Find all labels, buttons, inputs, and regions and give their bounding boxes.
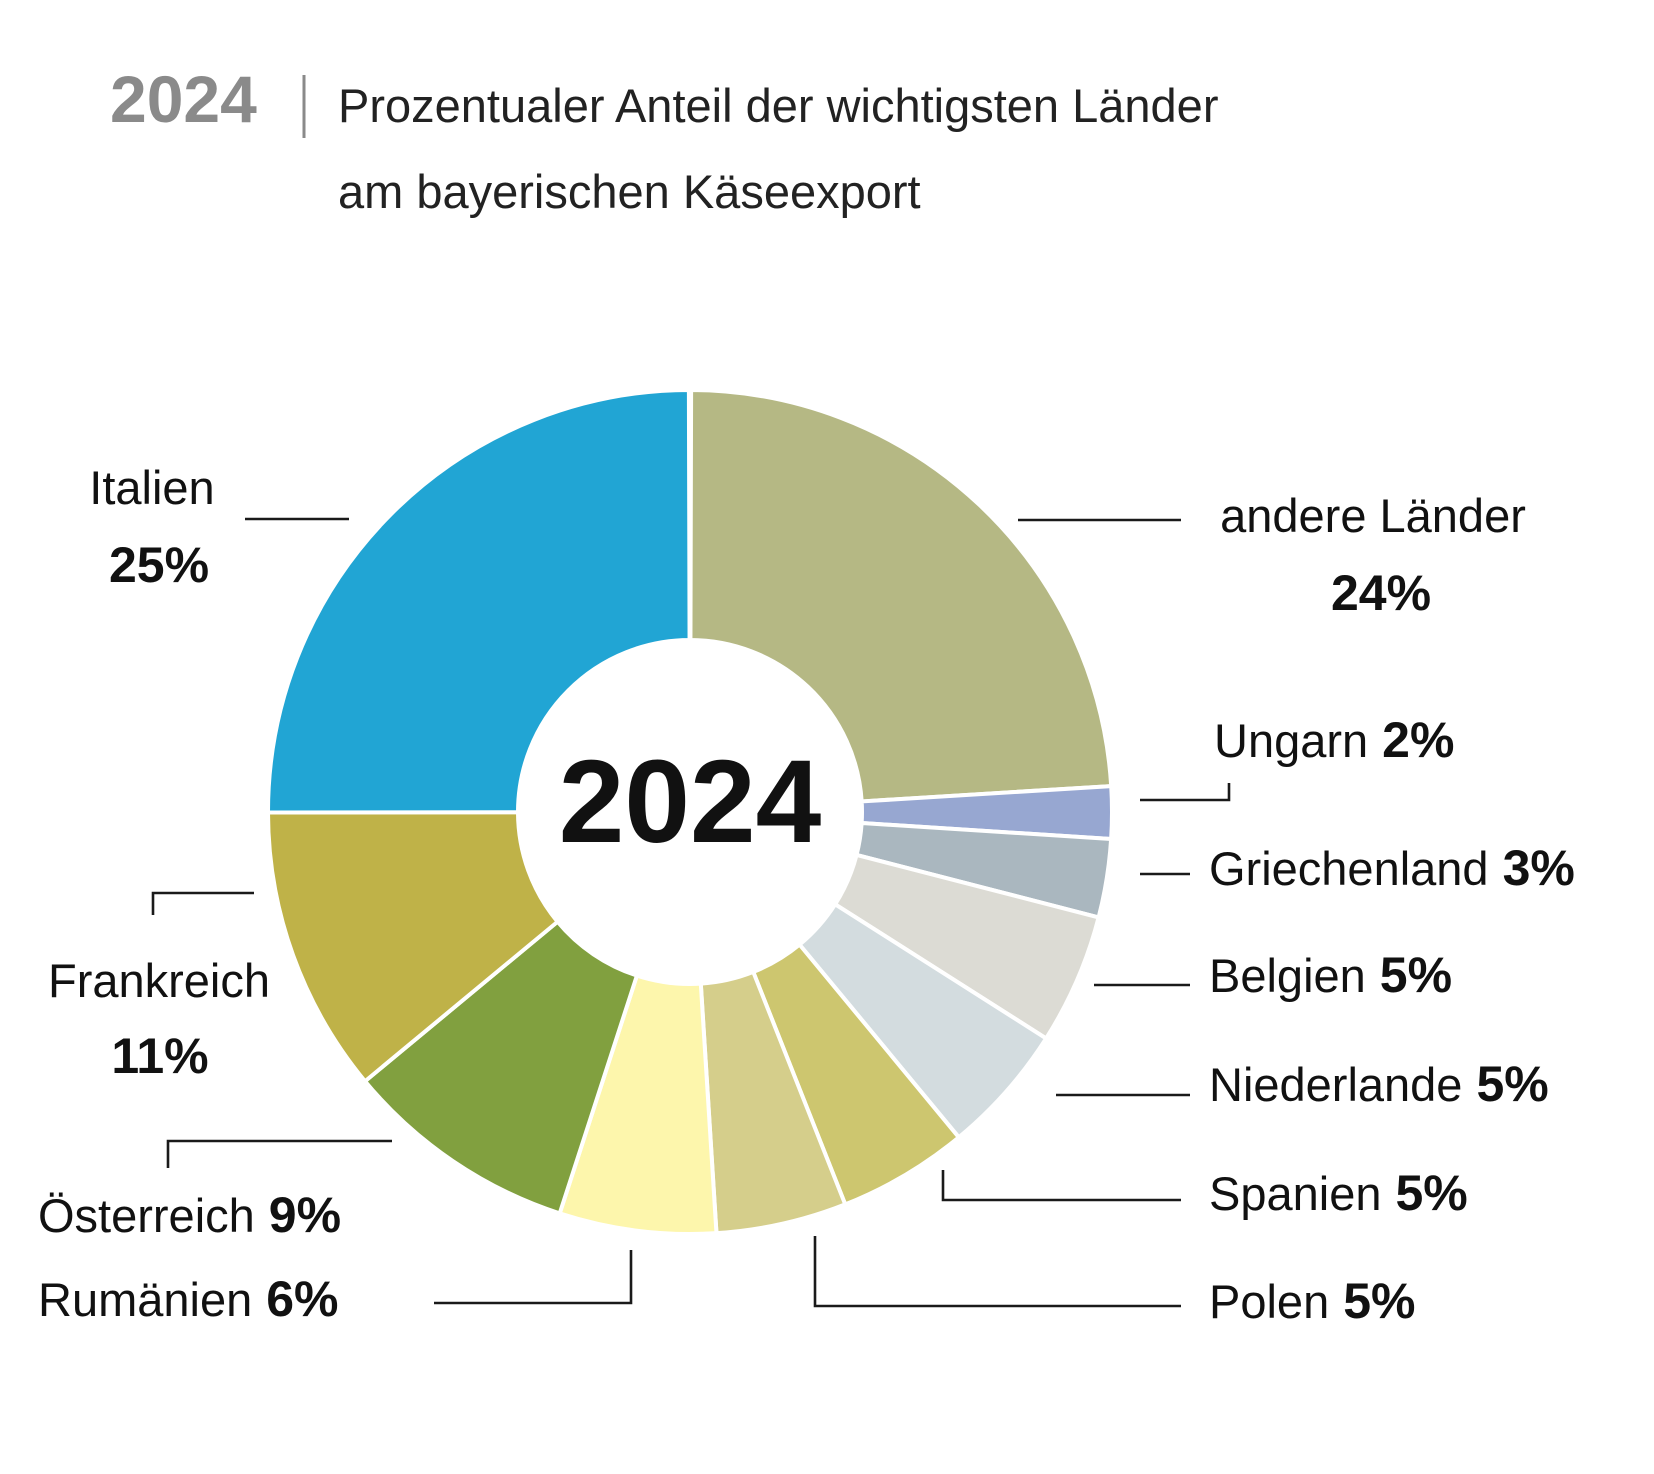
slice-labels: andere Länder 24% Ungarn 2% Griechenland 3… — [38, 461, 1575, 1329]
slice-label-belgien: Belgien — [1209, 949, 1366, 1002]
slice-label-row-belgien: Belgien 5% — [1209, 947, 1452, 1003]
slice-value-rumaenien: 6% — [266, 1271, 338, 1327]
slice-value-niederlande: 5% — [1476, 1056, 1548, 1112]
slice-value-andere-laender: 24% — [1331, 565, 1431, 621]
leader-line-frankreich — [151, 891, 254, 915]
slice-label-row-spanien: Spanien 5% — [1209, 1165, 1468, 1221]
slice-label-row-polen: Polen 5% — [1209, 1273, 1415, 1329]
slice-value-griechenland: 3% — [1503, 840, 1575, 896]
slice-value-oesterreich: 9% — [269, 1187, 341, 1243]
slice-label-frankreich: Frankreich — [48, 954, 270, 1007]
slice-label-row-oesterreich: Österreich 9% — [38, 1187, 341, 1243]
leader-line-ungarn — [1140, 783, 1231, 802]
slice-oesterreich — [363, 919, 639, 1216]
slice-label-italien: Italien — [89, 461, 214, 514]
slice-andere-laender — [688, 388, 1114, 804]
leader-lines — [151, 517, 1231, 1308]
header-title-line-1: Prozentualer Anteil der wichtigsten Länd… — [338, 79, 1218, 132]
slice-value-spanien: 5% — [1396, 1165, 1468, 1221]
center-year-label: 2024 — [559, 736, 822, 868]
slice-label-row-griechenland: Griechenland 3% — [1209, 840, 1575, 896]
slice-label-polen: Polen — [1209, 1275, 1329, 1328]
slice-label-andere-laender: andere Länder — [1220, 489, 1526, 542]
slice-label-rumaenien: Rumänien — [38, 1273, 252, 1326]
slice-label-row-niederlande: Niederlande 5% — [1209, 1056, 1549, 1112]
slice-value-polen: 5% — [1343, 1273, 1415, 1329]
slice-label-ungarn: Ungarn — [1214, 714, 1368, 767]
leader-line-spanien — [941, 1170, 1181, 1202]
slice-italien — [265, 388, 692, 815]
slice-label-spanien: Spanien — [1209, 1167, 1382, 1220]
donut-slices — [265, 388, 1114, 1236]
slice-value-belgien: 5% — [1380, 947, 1452, 1003]
slice-label-row-ungarn: Ungarn 2% — [1214, 712, 1454, 768]
slice-value-italien: 25% — [109, 537, 209, 593]
slice-label-row-rumaenien: Rumänien 6% — [38, 1271, 339, 1327]
slice-label-griechenland: Griechenland — [1209, 842, 1489, 895]
slice-label-oesterreich: Österreich — [38, 1189, 255, 1242]
slice-value-frankreich: 11% — [111, 1028, 208, 1084]
header-title-line-2: am bayerischen Käseexport — [338, 165, 921, 218]
slice-label-niederlande: Niederlande — [1209, 1058, 1462, 1111]
leader-line-oesterreich — [166, 1139, 392, 1168]
header-year: 2024 — [110, 62, 257, 136]
leader-line-rumaenien — [434, 1250, 633, 1305]
slice-value-ungarn: 2% — [1382, 712, 1454, 768]
slice-frankreich — [266, 810, 560, 1084]
leader-line-polen — [813, 1236, 1181, 1308]
